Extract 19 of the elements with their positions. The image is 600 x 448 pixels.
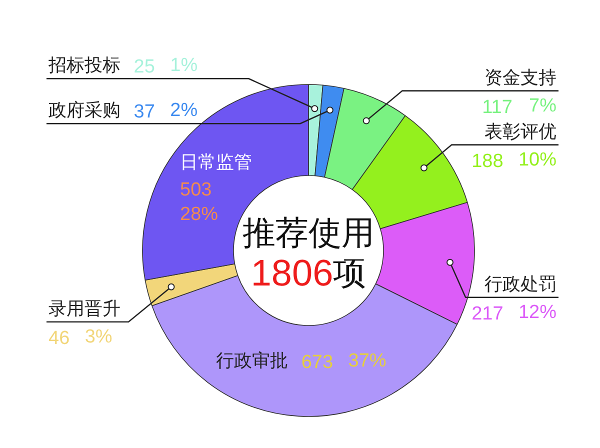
slice-label: 行政审批 bbox=[216, 350, 288, 372]
slice-label: 表彰评优 bbox=[484, 121, 556, 142]
slice-label: 政府采购 bbox=[48, 100, 120, 122]
data-label: 503 28% bbox=[180, 179, 218, 225]
data-label: 217 12% bbox=[472, 302, 557, 324]
data-label: 37 2% bbox=[134, 100, 198, 123]
slice-label: 日常监管 bbox=[180, 152, 252, 173]
data-label: 25 1% bbox=[134, 55, 198, 78]
data-label: 188 10% bbox=[472, 149, 557, 172]
slice-label: 行政处罚 bbox=[484, 274, 556, 295]
data-label: 46 3% bbox=[48, 326, 112, 349]
slice-label: 录用晋升 bbox=[48, 298, 120, 320]
data-label: 673 37% bbox=[301, 350, 386, 373]
text: 项 bbox=[333, 253, 366, 292]
text: 推荐使用 bbox=[242, 213, 374, 252]
slice-label: 招标投标 bbox=[48, 55, 120, 76]
text: 1806 bbox=[250, 252, 334, 294]
data-label: 117 7% bbox=[482, 95, 557, 118]
slice-label: 资金支持 bbox=[484, 67, 556, 88]
